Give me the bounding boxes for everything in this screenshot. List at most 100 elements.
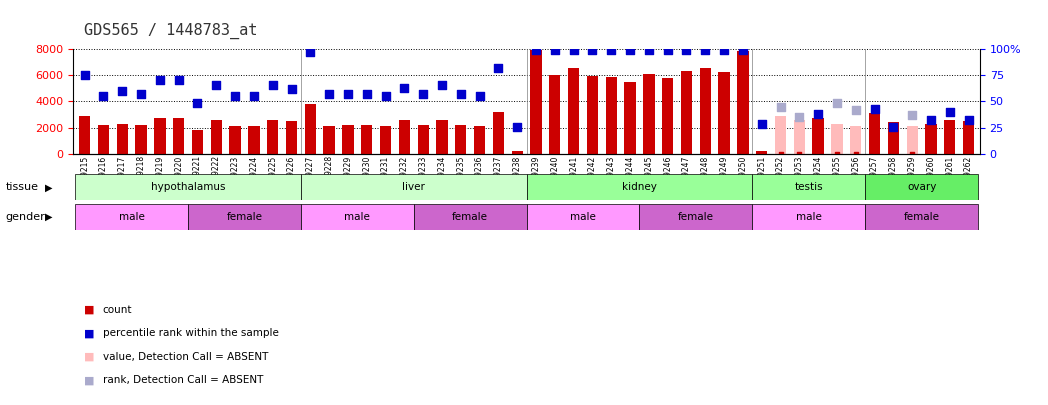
Text: female: female [903,212,940,222]
Bar [230,126,241,154]
Text: ■: ■ [84,305,94,315]
Text: male: male [795,212,822,222]
Point [358,150,375,157]
Bar [587,76,598,154]
Text: tissue: tissue [5,182,38,192]
Bar [793,120,805,154]
Bar [301,174,527,200]
Bar [135,125,147,154]
Point [77,72,93,78]
Text: hypothalamus: hypothalamus [151,182,225,192]
Bar [324,126,334,154]
Bar [97,125,109,154]
Point [960,117,977,124]
Point [226,150,243,157]
Bar [756,151,767,154]
Bar [719,72,729,154]
Point [152,150,169,157]
Point [340,150,356,157]
Bar [436,120,447,154]
Point [264,82,281,89]
Text: ▶: ▶ [45,212,52,222]
Text: count: count [103,305,132,315]
Point [735,150,751,157]
Point [829,100,846,107]
Point [922,117,939,124]
Point [95,93,112,99]
Point [170,77,187,83]
Bar [116,124,128,154]
Point [678,150,695,157]
Point [77,150,93,157]
Point [941,150,958,157]
Point [321,150,337,157]
Point [772,150,789,157]
Point [189,150,205,157]
Bar [192,130,203,154]
Text: female: female [452,212,488,222]
Bar [305,104,316,154]
Bar [511,151,523,154]
Bar [75,174,301,200]
Point [565,47,582,53]
Point [772,103,789,110]
Text: female: female [226,212,262,222]
Point [377,93,394,99]
Point [829,150,846,157]
Bar [343,125,353,154]
Point [735,47,751,53]
Point [716,47,733,53]
Point [283,150,300,157]
Bar [737,51,748,154]
Bar [75,204,188,230]
Bar [398,120,410,154]
Point [114,87,131,94]
Point [434,150,451,157]
Point [302,150,319,157]
Bar [362,125,372,154]
Point [490,64,507,71]
Point [472,150,488,157]
Point [678,47,695,53]
Bar [526,174,752,200]
Point [867,150,883,157]
Point [283,85,300,92]
Bar [866,174,978,200]
Text: GDS565 / 1448783_at: GDS565 / 1448783_at [84,22,257,38]
Point [922,150,939,157]
Point [133,91,150,97]
Point [377,150,394,157]
Point [697,47,714,53]
Text: ▶: ▶ [45,182,52,192]
Text: rank, Detection Call = ABSENT: rank, Detection Call = ABSENT [103,375,263,385]
Point [640,150,657,157]
Bar [188,204,301,230]
Text: testis: testis [794,182,823,192]
Point [848,107,865,113]
Text: ■: ■ [84,328,94,338]
Point [791,114,808,120]
Text: male: male [118,212,145,222]
Point [226,93,243,99]
Bar [774,116,786,154]
Bar [530,50,542,154]
Text: percentile rank within the sample: percentile rank within the sample [103,328,279,338]
Bar [662,78,673,154]
Point [659,47,676,53]
Bar [606,77,617,154]
Point [472,93,488,99]
Bar [154,118,166,154]
Point [584,47,601,53]
Point [754,150,770,157]
Point [885,150,901,157]
Point [340,91,356,97]
Point [584,150,601,157]
Bar [752,204,866,230]
Point [208,82,224,89]
Point [621,150,638,157]
Bar [907,126,918,154]
Point [867,105,883,112]
Text: gender: gender [5,212,45,222]
Bar [211,120,222,154]
Bar [474,126,485,154]
